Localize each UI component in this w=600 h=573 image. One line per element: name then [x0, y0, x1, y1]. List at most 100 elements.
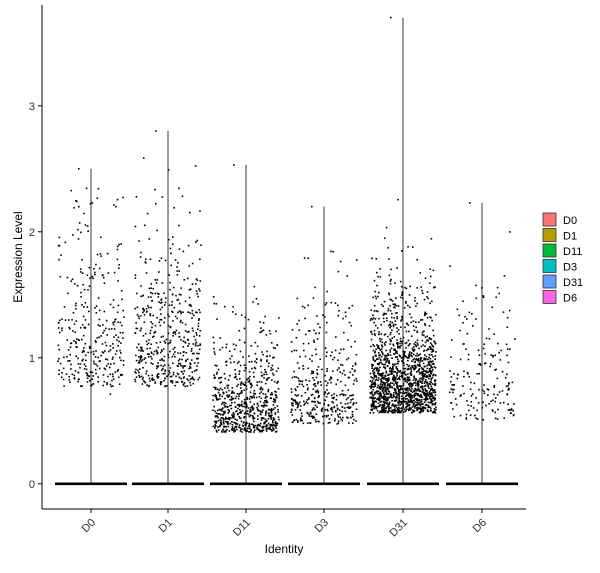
- data-point: [302, 422, 305, 425]
- data-point: [177, 373, 180, 376]
- data-point: [420, 408, 423, 410]
- legend-label-D1: D1: [563, 231, 577, 243]
- data-point: [396, 343, 399, 346]
- legend-swatch-D1: [542, 228, 557, 242]
- data-point: [392, 410, 394, 413]
- data-point: [149, 347, 151, 350]
- data-point: [399, 411, 402, 413]
- data-point: [229, 357, 232, 360]
- data-point: [434, 397, 436, 400]
- data-point: [106, 382, 108, 384]
- data-point: [307, 387, 309, 390]
- data-point: [374, 397, 377, 399]
- data-point: [167, 169, 170, 171]
- data-point: [340, 348, 342, 351]
- data-point: [409, 343, 411, 345]
- data-point: [135, 359, 138, 362]
- data-point: [96, 253, 99, 256]
- data-point: [385, 341, 387, 343]
- data-point: [423, 398, 425, 401]
- data-point: [275, 424, 277, 426]
- data-point: [391, 357, 393, 360]
- data-point: [432, 345, 435, 348]
- data-point: [234, 425, 237, 428]
- data-point: [150, 378, 153, 380]
- data-point: [382, 378, 385, 380]
- data-point: [314, 418, 317, 421]
- data-point: [77, 371, 80, 374]
- data-point: [351, 415, 354, 418]
- data-point: [149, 258, 152, 261]
- data-point: [398, 397, 401, 399]
- data-point: [433, 391, 436, 394]
- data-point: [418, 361, 421, 364]
- data-point: [425, 395, 428, 398]
- data-point: [375, 405, 377, 408]
- data-point: [79, 268, 82, 270]
- data-point: [421, 360, 424, 362]
- data-point: [430, 398, 433, 401]
- data-point: [145, 272, 148, 274]
- data-point: [197, 322, 200, 325]
- data-point: [83, 288, 86, 291]
- data-point: [466, 318, 468, 320]
- data-point: [315, 413, 318, 416]
- data-point: [189, 312, 191, 314]
- data-point: [267, 417, 270, 420]
- data-point: [251, 367, 253, 370]
- data-point: [427, 371, 429, 374]
- data-point: [140, 347, 143, 350]
- data-point: [465, 418, 468, 420]
- data-point: [371, 381, 373, 384]
- data-point: [378, 395, 381, 397]
- data-point: [243, 412, 246, 415]
- data-point: [265, 430, 268, 432]
- data-point: [396, 342, 398, 344]
- data-point: [94, 271, 96, 274]
- data-point: [223, 401, 226, 404]
- data-point: [433, 383, 435, 386]
- data-point: [302, 400, 305, 403]
- data-point: [303, 349, 305, 352]
- data-point: [380, 393, 382, 395]
- data-point: [393, 395, 395, 398]
- data-point: [120, 359, 122, 362]
- data-point: [321, 407, 324, 410]
- data-point: [312, 370, 315, 373]
- data-point: [177, 262, 179, 264]
- data-point: [318, 332, 321, 334]
- data-point: [325, 331, 328, 334]
- data-point: [425, 397, 427, 399]
- data-point: [450, 380, 452, 383]
- data-point: [391, 312, 393, 315]
- data-point: [233, 413, 235, 415]
- data-point: [139, 368, 141, 370]
- data-point: [144, 332, 147, 335]
- data-point: [171, 304, 173, 306]
- data-point: [399, 384, 402, 387]
- data-point: [391, 367, 394, 369]
- data-point: [84, 359, 87, 362]
- data-point: [412, 359, 415, 361]
- data-point: [426, 382, 428, 385]
- data-point: [71, 278, 74, 281]
- data-point: [81, 359, 84, 362]
- data-point: [384, 354, 386, 357]
- data-point: [254, 424, 257, 427]
- data-point: [409, 382, 412, 384]
- data-point: [184, 300, 187, 303]
- data-point: [222, 407, 224, 409]
- data-point: [252, 407, 255, 409]
- data-point: [97, 381, 100, 383]
- data-point: [415, 326, 417, 329]
- data-point: [393, 371, 395, 373]
- data-point: [343, 407, 346, 409]
- data-point: [224, 397, 226, 400]
- data-point: [386, 360, 388, 363]
- data-point: [239, 387, 242, 389]
- data-point: [83, 306, 85, 308]
- data-point: [313, 397, 316, 400]
- data-point: [426, 349, 428, 352]
- data-point: [335, 336, 337, 338]
- data-point: [89, 347, 91, 349]
